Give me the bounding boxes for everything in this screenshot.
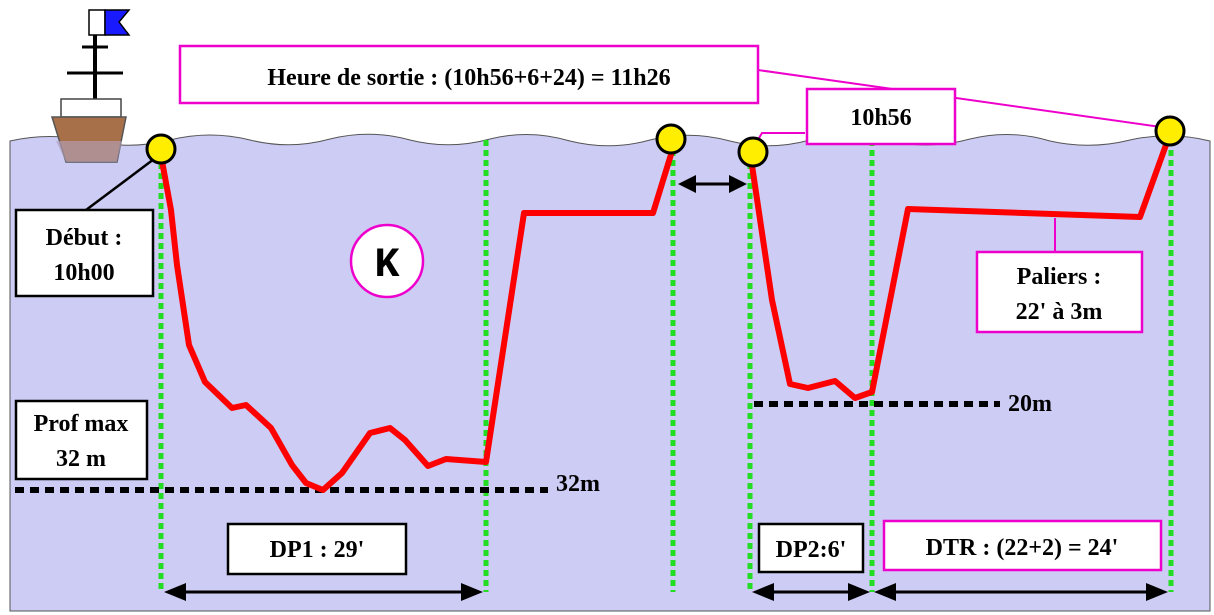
dtr-label: DTR : (22+2) = 24' bbox=[884, 521, 1161, 570]
depth-label-32m: 32m bbox=[556, 471, 600, 497]
exit-time-text: Heure de sortie : (10h56+6+24) = 11h26 bbox=[267, 65, 670, 91]
group-letter: K bbox=[374, 241, 400, 289]
depth-label-20m: 20m bbox=[1008, 391, 1052, 417]
dp1-text: DP1 : 29' bbox=[270, 537, 365, 563]
marker-dive1-start bbox=[147, 135, 175, 163]
dive-group-badge: K bbox=[351, 225, 423, 297]
max-depth-line1: Prof max bbox=[34, 411, 129, 437]
dp2-label: DP2:6' bbox=[759, 524, 863, 572]
exit-time-label: Heure de sortie : (10h56+6+24) = 11h26 bbox=[180, 46, 758, 103]
start-label-line1: Début : bbox=[46, 225, 123, 251]
dp2-text: DP2:6' bbox=[776, 537, 847, 563]
dp1-label: DP1 : 29' bbox=[228, 524, 406, 574]
dive-flag-icon bbox=[89, 10, 129, 35]
stops-line2: 22' à 3m bbox=[1016, 299, 1103, 325]
stops-line1: Paliers : bbox=[1017, 264, 1102, 290]
surface-time-label: 10h56 bbox=[807, 89, 955, 144]
marker-dive2-end bbox=[1156, 117, 1184, 145]
marker-dive1-end bbox=[657, 125, 685, 153]
stops-label: Paliers : 22' à 3m bbox=[977, 252, 1142, 332]
marker-dive2-start bbox=[739, 138, 767, 166]
max-depth-label: Prof max 32 m bbox=[16, 401, 147, 479]
start-time-label: Début : 10h00 bbox=[16, 210, 153, 296]
dtr-text: DTR : (22+2) = 24' bbox=[926, 535, 1119, 561]
start-label-line2: 10h00 bbox=[53, 260, 114, 286]
boat-icon bbox=[52, 18, 126, 162]
surface-time-text: 10h56 bbox=[850, 105, 911, 131]
max-depth-line2: 32 m bbox=[56, 446, 106, 472]
